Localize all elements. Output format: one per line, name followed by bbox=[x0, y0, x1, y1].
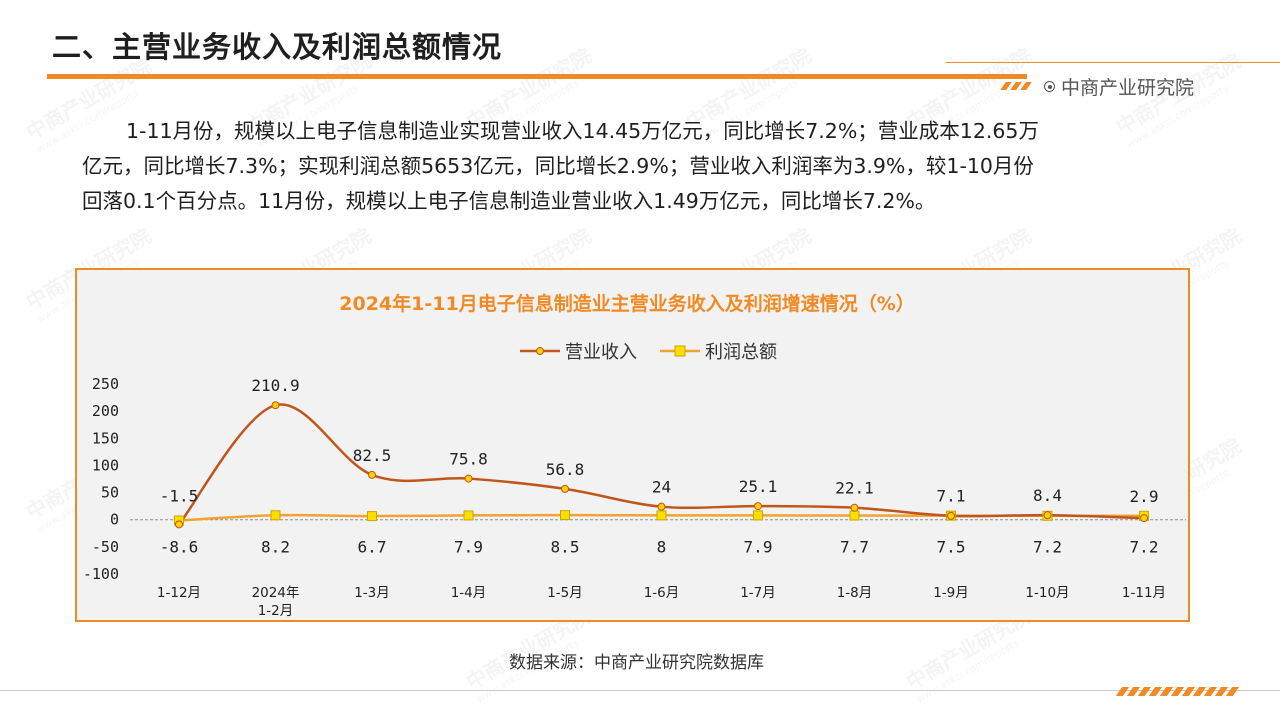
y-tick-label: 150 bbox=[92, 429, 119, 447]
revenue-point bbox=[561, 484, 569, 493]
revenue-point bbox=[175, 520, 183, 529]
data-label-top: 8.4 bbox=[1033, 486, 1062, 505]
summary-paragraph: 1-11月份，规模以上电子信息制造业实现营业收入14.45万亿元，同比增长7.2… bbox=[82, 114, 1202, 219]
data-label-bottom: 7.7 bbox=[840, 538, 869, 557]
profit-point bbox=[656, 510, 667, 521]
x-tick-label: 1-7月 bbox=[740, 585, 776, 601]
revenue-point bbox=[850, 503, 859, 512]
data-label-top: 2.9 bbox=[1130, 487, 1159, 506]
x-tick-label: 1-4月 bbox=[451, 585, 487, 601]
header-accent-bar bbox=[47, 74, 1027, 79]
y-tick-label: 200 bbox=[92, 402, 119, 420]
page-title: 二、主营业务收入及利润总额情况 bbox=[52, 30, 503, 64]
revenue-point bbox=[368, 470, 376, 479]
y-tick-label: -50 bbox=[92, 538, 119, 556]
data-label-top: 7.1 bbox=[937, 487, 966, 506]
y-tick-label: 0 bbox=[110, 511, 119, 529]
data-label-bottom: 7.9 bbox=[454, 538, 483, 557]
data-label-top: 75.8 bbox=[449, 450, 488, 469]
profit-point bbox=[463, 510, 474, 521]
data-label-bottom: 7.2 bbox=[1130, 538, 1159, 557]
x-tick-label: 2024年 bbox=[252, 585, 300, 601]
y-tick-label: 100 bbox=[92, 456, 119, 474]
target-dot-icon bbox=[1044, 81, 1055, 92]
paragraph-line: 1-11月份，规模以上电子信息制造业实现营业收入14.45万亿元，同比增长7.2… bbox=[126, 119, 1039, 143]
chart-frame bbox=[75, 268, 1190, 622]
chart-title: 2024年1-11月电子信息制造业主营业务收入及利润增速情况（%） bbox=[339, 292, 914, 315]
data-label-bottom: 7.9 bbox=[744, 538, 773, 557]
legend-revenue-label: 营业收入 bbox=[565, 342, 637, 363]
revenue-point bbox=[754, 502, 762, 511]
header-stripes-decoration bbox=[1000, 75, 1033, 94]
data-label-bottom: 8.2 bbox=[261, 538, 290, 557]
data-label-top: 56.8 bbox=[546, 460, 585, 479]
x-tick-label: 1-3月 bbox=[354, 585, 390, 601]
x-tick-label: 1-5月 bbox=[547, 585, 583, 601]
profit-point bbox=[849, 510, 860, 521]
data-label-top: 82.5 bbox=[353, 446, 392, 465]
x-tick-label: 1-6月 bbox=[644, 585, 680, 601]
profit-point bbox=[753, 510, 763, 521]
data-label-top: 210.9 bbox=[251, 376, 299, 395]
revenue-point bbox=[1140, 514, 1148, 523]
brand-name: 中商产业研究院 bbox=[1061, 77, 1195, 99]
data-label-top: -1.5 bbox=[160, 487, 199, 506]
brand-label: 中商产业研究院 bbox=[1044, 73, 1194, 100]
data-label-bottom: 8.5 bbox=[551, 538, 580, 557]
data-label-top: 25.1 bbox=[739, 477, 778, 496]
x-tick-label: 1-8月 bbox=[837, 585, 873, 601]
x-tick-label: 1-2月 bbox=[258, 603, 294, 619]
x-tick-label: 1-10月 bbox=[1025, 585, 1069, 601]
revenue-point bbox=[464, 474, 473, 483]
profit-point bbox=[367, 511, 377, 522]
revenue-point bbox=[271, 401, 280, 410]
x-tick-label: 1-9月 bbox=[933, 585, 969, 601]
revenue-point bbox=[947, 511, 955, 520]
paragraph-line: 亿元，同比增长7.3%；实现利润总额5653亿元，同比增长2.9%；营业收入利润… bbox=[82, 154, 1034, 178]
y-tick-label: 250 bbox=[92, 375, 119, 393]
data-label-bottom: 8 bbox=[657, 538, 667, 557]
data-label-bottom: 7.5 bbox=[937, 538, 966, 557]
data-label-bottom: -8.6 bbox=[160, 538, 199, 557]
profit-point bbox=[270, 510, 281, 521]
data-label-bottom: 6.7 bbox=[358, 538, 387, 557]
legend-profit-label: 利润总额 bbox=[705, 342, 777, 363]
x-tick-label: 1-12月 bbox=[157, 585, 201, 601]
revenue-point bbox=[1043, 511, 1052, 520]
data-source: 数据来源：中商产业研究院数据库 bbox=[509, 653, 764, 673]
data-label-bottom: 7.2 bbox=[1033, 538, 1062, 557]
revenue-series-line bbox=[178, 403, 1145, 526]
footer-line bbox=[0, 690, 1280, 691]
legend-revenue-marker bbox=[536, 347, 544, 355]
y-tick-label: 50 bbox=[101, 484, 119, 502]
profit-point bbox=[560, 510, 570, 521]
revenue-point bbox=[657, 502, 666, 511]
x-tick-label: 1-11月 bbox=[1122, 585, 1166, 601]
legend-profit-marker bbox=[674, 345, 686, 357]
footer-stripes-decoration bbox=[1115, 681, 1240, 700]
y-tick-label: -100 bbox=[83, 565, 119, 583]
growth-line-chart: 2024年1-11月电子信息制造业主营业务收入及利润增速情况（%） 营业收入 利润总… bbox=[83, 292, 1186, 619]
paragraph-line: 回落0.1个百分点。11月份，规模以上电子信息制造业营业收入1.49万亿元，同比… bbox=[82, 189, 936, 213]
data-label-top: 22.1 bbox=[835, 479, 874, 498]
header-thin-line bbox=[946, 62, 1280, 63]
data-label-top: 24 bbox=[652, 478, 671, 497]
